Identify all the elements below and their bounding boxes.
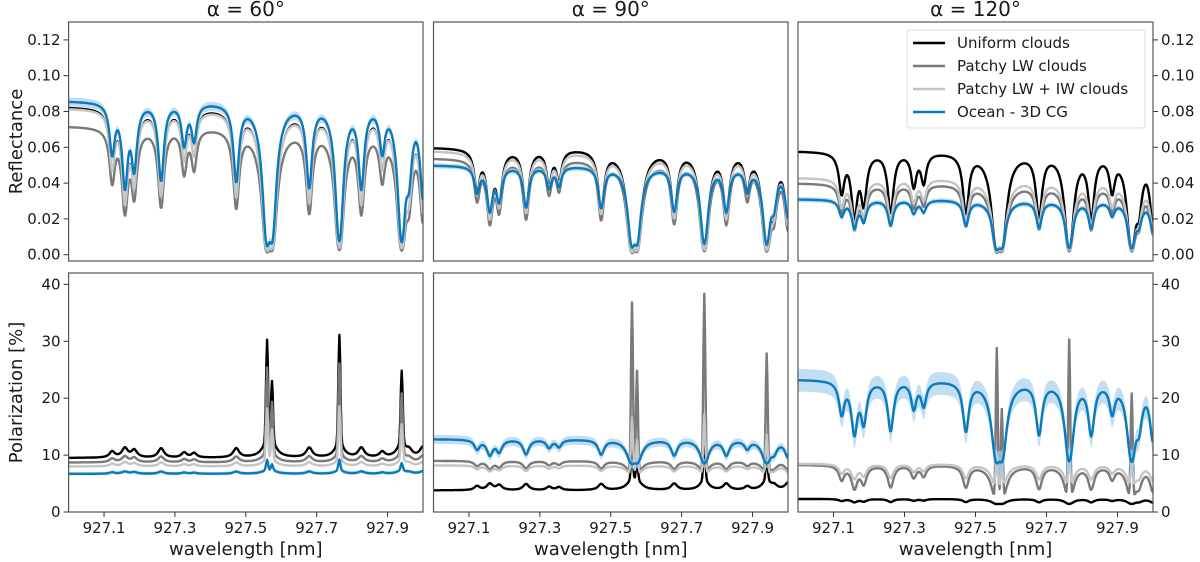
x-tick-label: 927.5	[954, 519, 997, 537]
x-tick-label: 927.3	[518, 519, 561, 537]
y-axis-label: Reflectance	[6, 89, 27, 195]
x-tick-label: 927.7	[660, 519, 703, 537]
axes-frame	[67, 272, 424, 513]
y-tick-label: 0	[1161, 503, 1171, 521]
legend-entry: Patchy LW clouds	[957, 57, 1087, 75]
legend-entry: Ocean - 3D CG	[957, 103, 1068, 121]
y-tick-label: 0	[51, 503, 61, 521]
x-axis-label: wavelength [nm]	[169, 539, 323, 560]
series-line-patchy-lw-iw-clouds	[68, 108, 423, 253]
y-tick-label: 0.04	[1161, 174, 1194, 192]
series-line-patchy-lw-clouds	[68, 362, 423, 464]
series-line-ocean-3d-cg	[433, 164, 788, 249]
y-tick-label: 30	[1161, 332, 1180, 350]
y-tick-label: 0.06	[1161, 138, 1194, 156]
y-tick-label: 0.12	[1161, 31, 1194, 49]
series-line-ocean-3d-cg	[68, 100, 423, 248]
x-tick-label: 927.1	[447, 519, 490, 537]
axes-frame	[432, 21, 789, 262]
y-tick-label: 10	[1161, 446, 1180, 464]
y-tick-label: 0.02	[1161, 210, 1194, 228]
x-tick-label: 927.9	[1096, 519, 1139, 537]
series-line-ocean-3d-cg	[798, 379, 1153, 465]
legend-entry: Uniform clouds	[957, 34, 1070, 52]
y-tick-label: 10	[42, 446, 61, 464]
series-line-patchy-lw-iw-clouds	[798, 449, 1153, 486]
series-line-patchy-lw-iw-clouds	[68, 405, 423, 468]
y-tick-label: 30	[42, 332, 61, 350]
polarization-panel-120: 0 10 20 30 40 927.1 927.3 927.5 927.7 927.9 wavele…	[797, 272, 1180, 560]
y-tick-label: 0.06	[27, 138, 60, 156]
legend: Uniform clouds Patchy LW clouds Patchy LW …	[906, 29, 1146, 129]
series-line-ocean-3d-cg	[433, 438, 788, 466]
polarization-panel-60: 0 10 20 30 40 Polarization [%] 927.1 927.3 927.5…	[6, 272, 424, 560]
y-tick-label: 40	[42, 275, 61, 293]
series-line-ocean-3d-cg	[798, 198, 1153, 252]
series-group	[433, 147, 788, 255]
axes-frame	[67, 21, 424, 262]
series-line-patchy-lw-iw-clouds	[798, 177, 1153, 254]
y-tick-label: 0.00	[1161, 246, 1194, 264]
series-line-uniform-clouds	[798, 497, 1153, 506]
x-axis-label: wavelength [nm]	[899, 539, 1053, 560]
y-tick-label: 0.10	[27, 67, 60, 85]
y-tick-label: 0.10	[1161, 67, 1194, 85]
series-group	[798, 150, 1153, 255]
x-tick-label: 927.1	[83, 519, 126, 537]
x-tick-label: 927.7	[295, 519, 338, 537]
uncertainty-band-ocean	[433, 434, 788, 469]
reflectance-panel-90	[432, 21, 789, 262]
y-tick-label: 0.04	[27, 174, 60, 192]
y-tick-label: 0.02	[27, 210, 60, 228]
panel-title: α = 120°	[930, 0, 1021, 21]
x-tick-label: 927.3	[883, 519, 926, 537]
panel-title: α = 60°	[207, 0, 285, 21]
series-line-patchy-lw-clouds	[433, 292, 788, 472]
x-tick-label: 927.5	[224, 519, 267, 537]
series-group	[68, 97, 423, 254]
uncertainty-band-ocean	[798, 368, 1153, 475]
series-line-patchy-lw-clouds	[798, 338, 1153, 496]
series-line-uniform-clouds	[68, 333, 423, 459]
x-tick-label: 927.9	[731, 519, 774, 537]
y-axis-label: Polarization [%]	[6, 322, 27, 464]
reflectance-panel-120: 0.00 0.02 0.04 0.06 0.08 0.10 0.12	[797, 21, 1194, 264]
series-line-uniform-clouds	[798, 150, 1153, 254]
series-line-uniform-clouds	[433, 443, 788, 492]
y-tick-label: 0.08	[1161, 103, 1194, 121]
plot-area: α = 60° 0.00 0.02 0.04 0.06 0.08 0.10 0.12 Refle…	[6, 0, 1194, 560]
x-tick-label: 927.7	[1025, 519, 1068, 537]
x-tick-label: 927.3	[153, 519, 196, 537]
panel-title: α = 90°	[572, 0, 650, 21]
polarization-panel-90: 927.1 927.3 927.5 927.7 927.9 wavelength [nm]	[432, 272, 789, 560]
y-tick-label: 0.12	[27, 31, 60, 49]
x-axis-label: wavelength [nm]	[534, 539, 688, 560]
x-tick-label: 927.5	[589, 519, 632, 537]
axes-frame	[797, 21, 1154, 262]
legend-box	[906, 29, 1146, 129]
series-line-patchy-lw-iw-clouds	[433, 413, 788, 474]
series-group	[68, 333, 423, 476]
x-tick-label: 927.9	[366, 519, 409, 537]
y-tick-label: 40	[1161, 275, 1180, 293]
series-group	[798, 338, 1153, 506]
y-tick-label: 0.08	[27, 103, 60, 121]
series-group	[433, 292, 788, 492]
legend-entry: Patchy LW + IW clouds	[957, 80, 1128, 98]
x-tick-label: 927.1	[812, 519, 855, 537]
y-tick-label: 20	[1161, 389, 1180, 407]
y-tick-label: 20	[42, 389, 61, 407]
axes-frame	[432, 272, 789, 513]
series-line-ocean-3d-cg	[68, 458, 423, 475]
y-tick-label: 0.00	[27, 246, 60, 264]
reflectance-panel-60: 0.00 0.02 0.04 0.06 0.08 0.10 0.12 Reflectance	[6, 21, 424, 264]
